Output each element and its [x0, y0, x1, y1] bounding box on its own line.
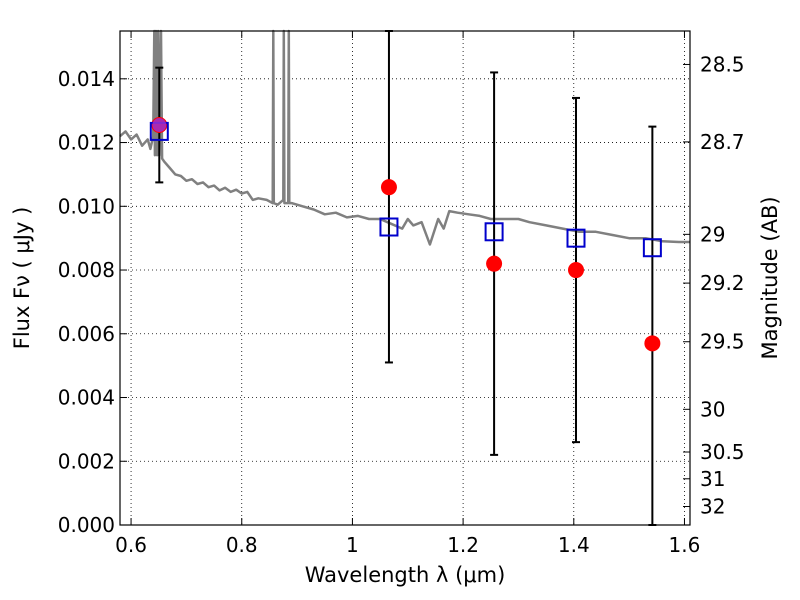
x-tick-label: 1.2: [447, 533, 479, 557]
x-tick-label: 0.6: [115, 533, 147, 557]
grid-lines: [120, 31, 690, 526]
model-photometry-point: [379, 217, 399, 237]
y2-tick-label: 29.2: [700, 271, 745, 295]
model-photometry-point: [566, 228, 586, 248]
model-photometry-point: [642, 238, 662, 258]
model-photometry-point: [484, 222, 504, 242]
x-tick-label: 1.4: [558, 533, 590, 557]
y2-tick-label: 28.5: [700, 52, 745, 76]
y-tick-label: 0.010: [58, 194, 115, 218]
error-bar-layer: [155, 30, 657, 526]
spectrum-line: [119, 29, 690, 246]
y2-tick-label: 30.5: [700, 440, 745, 464]
y-tick-label: 0.004: [58, 386, 115, 410]
y-tick-label: 0.002: [58, 449, 115, 473]
axis-ticks: 0.6 0.8 1 1.2 1.4 1.6 0.000 0.002 0.004 0.006 0.00…: [58, 31, 745, 557]
y2-tick-label: 32: [700, 495, 725, 519]
y-tick-label: 0.000: [58, 513, 115, 537]
y-axis-label: Flux Fν ( μJy ): [10, 207, 34, 350]
y-tick-label: 0.008: [58, 258, 115, 282]
x-tick-label: 1.6: [669, 533, 701, 557]
observed-flux-point: [380, 179, 397, 196]
y2-axis-label: Magnitude (AB): [758, 196, 782, 359]
y-tick-label: 0.012: [58, 131, 115, 155]
y2-tick-label: 29: [700, 222, 725, 246]
model-photometry-layer: [149, 118, 662, 258]
x-tick-label: 1: [346, 533, 359, 557]
y2-tick-label: 29.5: [700, 330, 745, 354]
y-tick-label: 0.006: [58, 322, 115, 346]
observed-flux-point: [644, 335, 661, 352]
observed-flux-point: [486, 255, 503, 272]
observed-flux-point: [568, 262, 584, 279]
x-axis-label: Wavelength λ (μm): [305, 563, 506, 587]
y2-tick-label: 31: [700, 467, 725, 491]
y2-tick-label: 28.7: [700, 130, 745, 154]
plot-frame: [119, 30, 691, 526]
y2-tick-label: 30: [700, 397, 725, 421]
x-tick-label: 0.8: [226, 533, 258, 557]
y-tick-label: 0.014: [58, 67, 115, 91]
overlap-marker: [152, 118, 167, 133]
model-spectrum-layer: [119, 29, 690, 246]
